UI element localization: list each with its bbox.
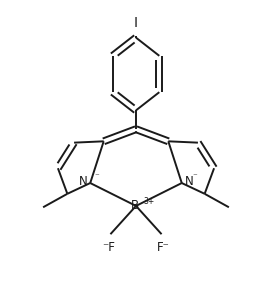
Text: ⁻: ⁻ (94, 173, 99, 182)
Text: ⁻: ⁻ (193, 173, 197, 182)
Text: I: I (134, 16, 138, 30)
Text: N: N (184, 175, 193, 188)
Text: N: N (79, 175, 88, 188)
Text: 3+: 3+ (144, 197, 155, 206)
Text: F⁻: F⁻ (156, 241, 169, 254)
Text: B: B (131, 199, 139, 213)
Text: ⁻F: ⁻F (103, 241, 116, 254)
